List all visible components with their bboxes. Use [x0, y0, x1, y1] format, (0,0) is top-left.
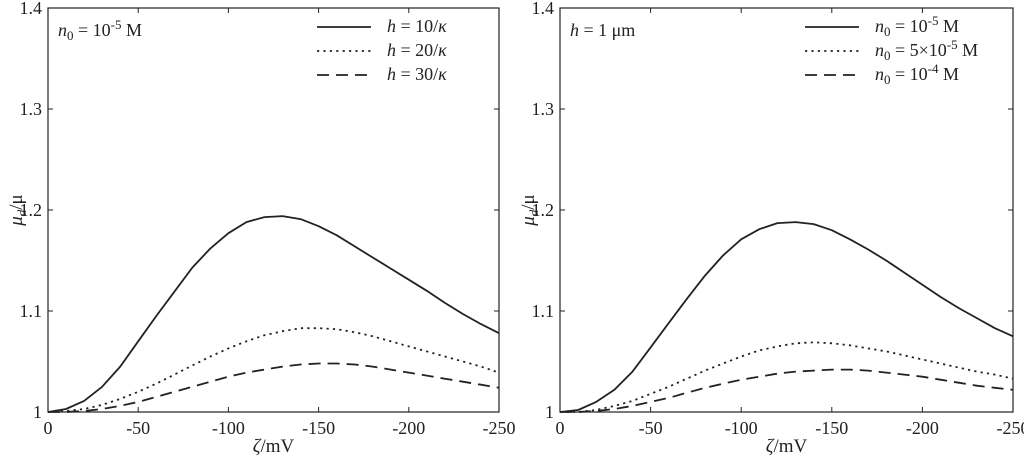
series-line-2	[47, 327, 500, 413]
x-tick-label: -250	[483, 418, 516, 438]
x-tick-label: -200	[906, 418, 939, 438]
legend-label: h = 10/κ	[387, 16, 447, 36]
y-axis-label: μd/μ	[518, 194, 541, 227]
series-line-1	[559, 221, 1014, 413]
x-tick-label: 0	[44, 418, 53, 438]
x-tick-label: -150	[815, 418, 848, 438]
panel-annotation: h = 1 μm	[570, 20, 635, 40]
legend-label: h = 20/κ	[387, 40, 447, 60]
x-tick-label: -50	[639, 418, 663, 438]
y-tick-label: 1.1	[532, 301, 555, 321]
legend-label: h = 30/κ	[387, 64, 447, 84]
y-tick-label: 1	[33, 402, 42, 422]
chart-panel-2: 0 -50 -100 -150 -200 -250 1 1.1 1.2 1.3 1.4 ζ/mV μd/…	[518, 0, 1024, 457]
y-tick-label: 1	[545, 402, 554, 422]
series-line-1	[47, 215, 500, 413]
series-line-2	[560, 341, 1014, 413]
y-tick-label: 1.3	[532, 99, 555, 119]
y-tick-label: 1.4	[532, 0, 555, 18]
x-tick-label: 0	[556, 418, 565, 438]
y-tick-label: 1.2	[20, 200, 43, 220]
x-tick-label: -100	[725, 418, 758, 438]
x-tick-label: -50	[126, 418, 150, 438]
x-axis-label: ζ/mV	[253, 436, 295, 457]
y-axis-label: μd/μ	[6, 194, 29, 227]
x-tick-label: -250	[997, 418, 1024, 438]
legend-label: n0 = 5×10-5 M	[875, 37, 978, 63]
series-line-3	[48, 362, 500, 413]
x-tick-label: -150	[302, 418, 335, 438]
y-tick-label: 1.4	[20, 0, 43, 18]
y-tick-label: 1.3	[20, 99, 43, 119]
series-line-3	[560, 368, 1014, 413]
x-tick-label: -200	[392, 418, 425, 438]
y-tick-label: 1.1	[20, 301, 43, 321]
legend-label: n0 = 10-4 M	[875, 61, 959, 87]
legend-label: n0 = 10-5 M	[875, 13, 959, 39]
y-tick-label: 1.2	[532, 200, 555, 220]
x-tick-label: -100	[212, 418, 245, 438]
chart-panel-1: 0 -50 -100 -150 -200 -250 1 1.1 1.2 1.3 1.4 ζ/mV μd/…	[6, 0, 516, 457]
panel-annotation: n0 = 10-5 M	[58, 17, 142, 43]
x-axis-label: ζ/mV	[766, 436, 808, 457]
